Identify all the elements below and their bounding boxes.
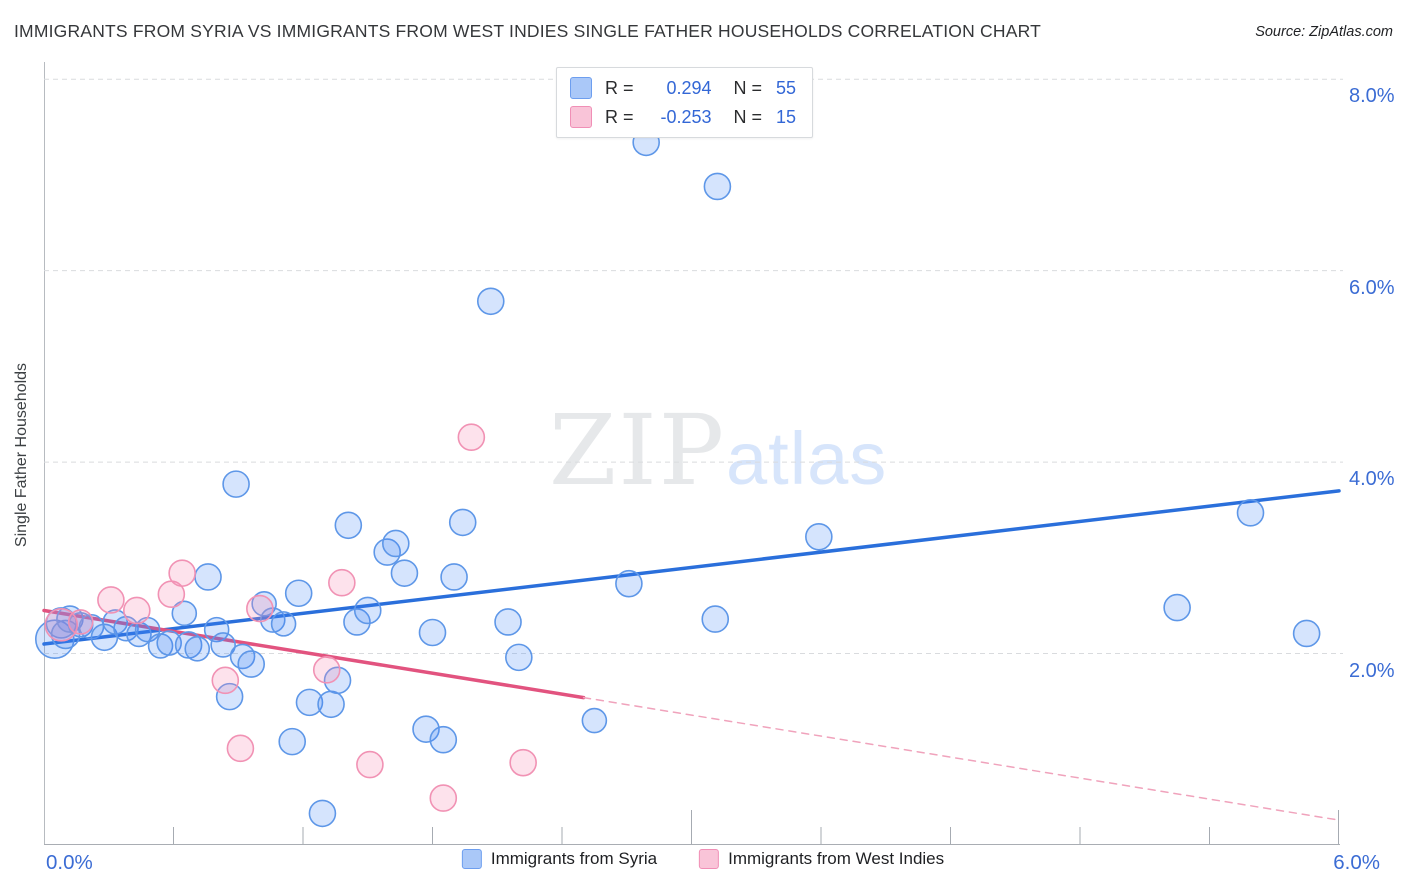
trend-line-west-indies-dashed xyxy=(582,696,1340,821)
series-legend: Immigrants from Syria Immigrants from Wes… xyxy=(461,849,944,869)
y-tick-label-4: 4.0% xyxy=(1349,468,1395,491)
data-point-syria xyxy=(194,563,222,591)
data-point-syria xyxy=(295,688,324,717)
data-point-syria xyxy=(805,522,833,551)
data-point-syria xyxy=(278,727,307,756)
r-label: R = xyxy=(605,77,634,98)
data-point-syria xyxy=(308,799,337,828)
data-point-syria xyxy=(45,607,78,639)
x-axis-line xyxy=(44,844,1340,845)
data-point-syria xyxy=(156,630,182,656)
data-point-west-indies xyxy=(312,656,341,684)
stats-legend-row-west-indies: R = -0.253 N = 15 xyxy=(570,106,796,128)
trend-line-west-indies-solid xyxy=(42,608,586,700)
trend-line-syria-solid xyxy=(42,489,1341,646)
y-tick-label-8: 8.0% xyxy=(1349,85,1395,108)
data-point-syria xyxy=(429,725,458,754)
data-point-west-indies xyxy=(509,748,537,777)
data-point-syria xyxy=(203,616,230,643)
n-label: N = xyxy=(733,77,763,98)
data-point-syria xyxy=(505,643,533,672)
data-point-west-indies xyxy=(226,734,255,763)
data-point-syria xyxy=(448,508,477,537)
legend-swatch-icon xyxy=(570,77,592,99)
r-value: 0.294 xyxy=(666,77,712,98)
data-point-west-indies xyxy=(168,559,196,587)
data-point-syria xyxy=(412,715,440,743)
data-point-syria xyxy=(440,563,468,591)
data-point-syria xyxy=(215,682,244,711)
legend-item-label: Immigrants from Syria xyxy=(490,849,658,868)
source-label: Source: ZipAtlas.com xyxy=(1255,24,1393,40)
data-point-syria xyxy=(1292,619,1321,648)
data-point-syria xyxy=(251,590,277,617)
data-point-syria xyxy=(210,632,236,658)
data-point-syria xyxy=(703,172,732,201)
data-point-west-indies xyxy=(356,750,384,779)
n-label: N = xyxy=(733,106,763,127)
n-value: 15 xyxy=(776,106,797,127)
data-point-syria xyxy=(334,511,363,540)
data-point-syria xyxy=(237,650,265,678)
y-axis-title: Single Father Households xyxy=(13,362,30,548)
legend-swatch-icon xyxy=(570,106,592,128)
data-point-syria xyxy=(284,579,313,608)
scatter-plot xyxy=(34,78,1343,844)
legend-item-west-indies: Immigrants from West Indies xyxy=(699,849,944,869)
data-point-syria xyxy=(222,470,250,498)
data-point-syria xyxy=(270,611,297,637)
legend-item-label: Immigrants from West Indies xyxy=(728,849,945,868)
data-point-syria xyxy=(1163,593,1191,622)
data-point-west-indies xyxy=(328,568,356,597)
legend-swatch-icon xyxy=(461,849,482,869)
data-point-syria xyxy=(343,608,371,636)
data-point-syria xyxy=(1236,499,1265,527)
data-point-syria xyxy=(184,635,211,662)
x-tick-label-max: 6.0% xyxy=(1333,851,1380,874)
data-point-syria xyxy=(323,666,352,695)
data-point-syria xyxy=(581,707,608,734)
data-point-west-indies xyxy=(211,666,240,695)
data-point-west-indies xyxy=(246,594,274,623)
data-point-syria xyxy=(476,287,505,316)
data-point-syria xyxy=(171,600,198,627)
data-point-west-indies xyxy=(457,423,486,452)
legend-item-syria: Immigrants from Syria xyxy=(461,849,658,869)
data-point-syria xyxy=(373,538,401,566)
page-title: IMMIGRANTS FROM SYRIA VS IMMIGRANTS FROM… xyxy=(14,21,1041,41)
data-point-syria xyxy=(390,559,419,587)
r-label: R = xyxy=(605,106,634,127)
data-point-west-indies xyxy=(123,596,151,625)
r-value: -0.253 xyxy=(660,106,712,127)
stats-legend-row-syria: R = 0.294 N = 55 xyxy=(570,77,796,99)
data-point-syria xyxy=(418,618,447,647)
data-point-syria xyxy=(494,608,522,636)
data-point-syria xyxy=(317,690,345,719)
n-value: 55 xyxy=(776,77,797,98)
x-tick-label-min: 0.0% xyxy=(46,851,93,874)
y-tick-label-2: 2.0% xyxy=(1349,659,1395,682)
y-tick-label-6: 6.0% xyxy=(1349,276,1395,299)
stats-legend-box: R = 0.294 N = 55 R = -0.253 N = 15 xyxy=(556,67,814,138)
data-point-syria xyxy=(353,596,382,625)
data-point-syria xyxy=(229,643,256,670)
data-point-syria xyxy=(615,569,643,598)
data-point-syria xyxy=(382,529,410,558)
data-point-west-indies xyxy=(429,784,458,812)
data-point-west-indies xyxy=(67,609,94,635)
legend-swatch-icon xyxy=(699,849,720,869)
y-axis-line xyxy=(44,62,45,845)
data-point-west-indies xyxy=(97,586,125,614)
data-point-syria xyxy=(701,605,730,633)
